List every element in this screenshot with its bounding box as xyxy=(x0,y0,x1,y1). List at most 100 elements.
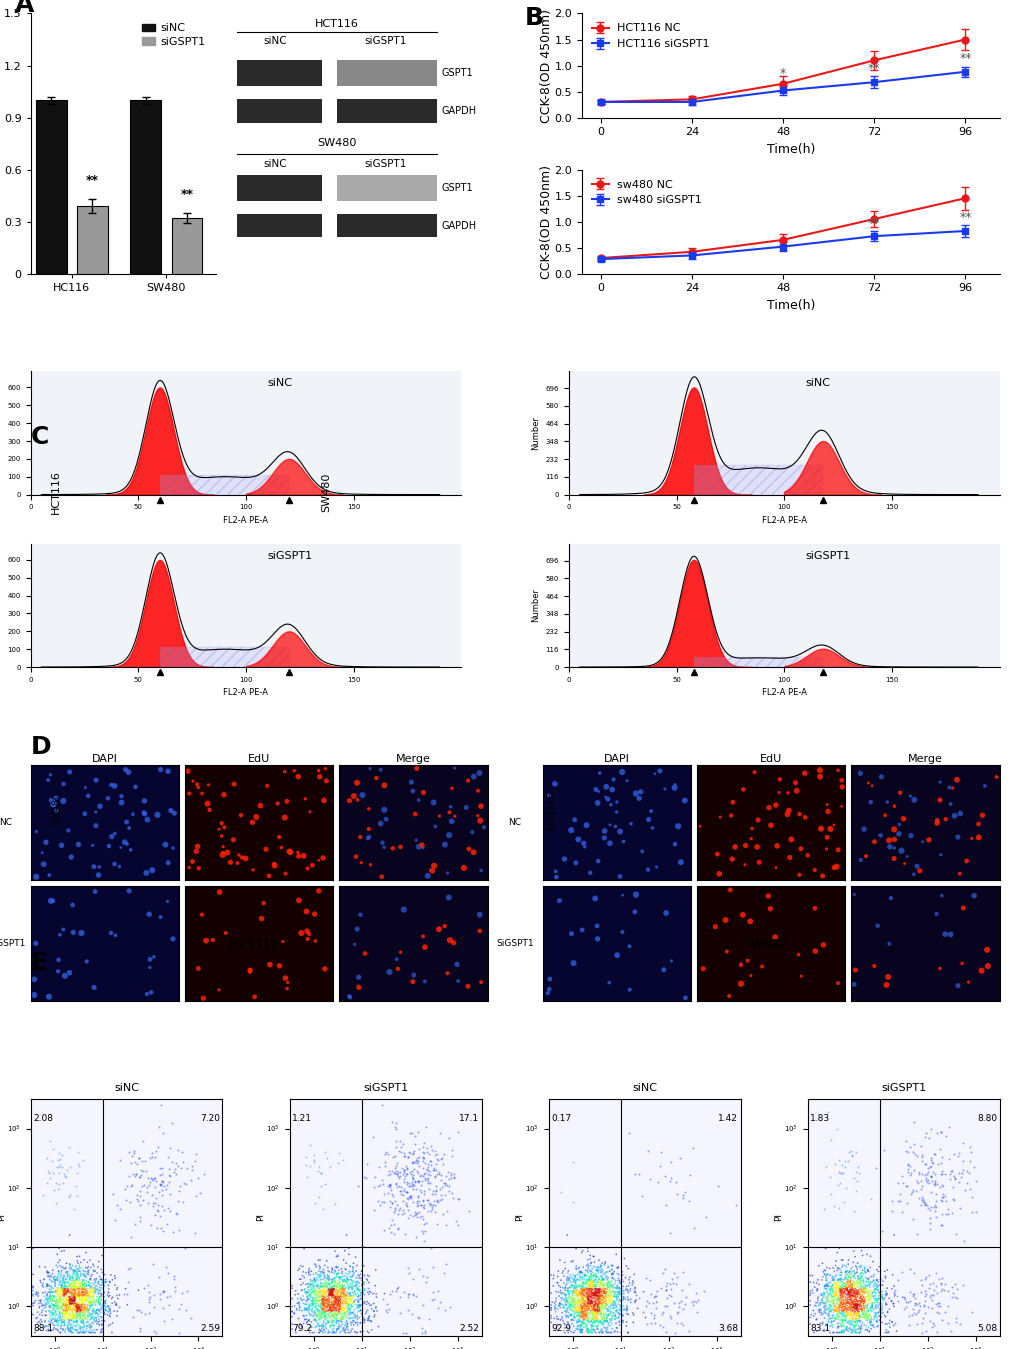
Point xyxy=(311,1282,327,1303)
Point xyxy=(324,1294,340,1315)
Point xyxy=(332,1282,348,1303)
Point xyxy=(568,1300,584,1322)
Point xyxy=(43,1267,59,1288)
Point xyxy=(81,1271,97,1292)
Point xyxy=(416,1132,432,1153)
Point xyxy=(427,1179,443,1201)
Point xyxy=(685,1218,701,1240)
Point xyxy=(850,1268,866,1290)
Point xyxy=(860,1290,876,1311)
Point xyxy=(847,1272,863,1294)
Point xyxy=(573,1276,589,1298)
Text: SW480: SW480 xyxy=(742,939,787,951)
Point xyxy=(101,1278,117,1299)
Point xyxy=(405,1174,421,1195)
Point xyxy=(328,1256,344,1278)
Point xyxy=(354,1304,370,1326)
Point xyxy=(327,1193,343,1214)
Point xyxy=(582,1292,598,1314)
Point xyxy=(306,904,322,925)
Point xyxy=(866,1296,882,1318)
Point xyxy=(973,804,989,826)
Point xyxy=(873,1284,890,1306)
Point xyxy=(905,1159,921,1180)
Point xyxy=(845,1295,861,1317)
Point xyxy=(78,1288,95,1310)
Point xyxy=(593,1259,609,1280)
Point xyxy=(211,881,227,902)
Point xyxy=(325,1298,341,1319)
Point xyxy=(867,1304,883,1326)
Point xyxy=(71,1295,88,1317)
Point xyxy=(77,1291,94,1313)
Point xyxy=(584,1298,600,1319)
Point xyxy=(843,1295,859,1317)
Point xyxy=(828,1284,845,1306)
Point xyxy=(301,1310,317,1331)
Point xyxy=(76,1298,93,1319)
Point xyxy=(847,1282,863,1303)
Point xyxy=(320,1296,336,1318)
Y-axis label: SiGSPT1: SiGSPT1 xyxy=(495,939,533,948)
Point xyxy=(591,1310,607,1331)
Point xyxy=(862,1311,878,1333)
Point xyxy=(62,1303,78,1325)
Point xyxy=(76,1287,93,1309)
Point xyxy=(297,1294,313,1315)
Point xyxy=(45,1309,61,1330)
Point xyxy=(828,1306,845,1327)
Point xyxy=(306,1304,322,1326)
Point xyxy=(69,1264,86,1286)
Point xyxy=(601,1260,618,1282)
Point xyxy=(863,1300,879,1322)
Point xyxy=(409,1191,425,1213)
Point xyxy=(590,1279,606,1300)
Point xyxy=(593,1292,609,1314)
Point xyxy=(314,1284,330,1306)
Point xyxy=(338,1317,355,1338)
Point xyxy=(83,1276,99,1298)
Point xyxy=(591,762,607,784)
Point xyxy=(66,1275,83,1296)
Point xyxy=(882,1290,899,1311)
Point xyxy=(552,1287,569,1309)
Point xyxy=(835,1291,851,1313)
Point xyxy=(327,1271,343,1292)
Point xyxy=(833,1280,849,1302)
Point xyxy=(589,1271,605,1292)
Point xyxy=(588,1318,604,1340)
Point xyxy=(597,1284,613,1306)
Point xyxy=(34,1311,50,1333)
Point xyxy=(65,1304,82,1326)
Point xyxy=(74,1271,91,1292)
Point xyxy=(809,1288,825,1310)
Point xyxy=(58,1280,74,1302)
Point xyxy=(573,1278,589,1299)
Point xyxy=(580,1299,596,1321)
Point xyxy=(41,1265,57,1287)
Point xyxy=(850,1272,866,1294)
Point xyxy=(863,1298,879,1319)
Point xyxy=(79,1306,96,1327)
Point xyxy=(842,1310,858,1331)
Point xyxy=(586,1278,602,1299)
Point xyxy=(329,1256,345,1278)
Point xyxy=(869,1261,886,1283)
Point xyxy=(322,1156,338,1178)
Point xyxy=(627,1282,643,1303)
Point xyxy=(72,1272,89,1294)
Point xyxy=(75,1296,92,1318)
Point xyxy=(815,1282,832,1303)
Point xyxy=(844,1145,860,1167)
Point xyxy=(598,1272,614,1294)
Point xyxy=(919,1296,935,1318)
Point xyxy=(309,1283,325,1304)
Point xyxy=(147,1176,163,1198)
Point xyxy=(840,1276,856,1298)
Point xyxy=(333,1307,350,1329)
Point xyxy=(589,1300,605,1322)
Point xyxy=(579,1288,595,1310)
Point xyxy=(405,780,421,801)
Point xyxy=(331,1279,347,1300)
Point xyxy=(592,1256,608,1278)
